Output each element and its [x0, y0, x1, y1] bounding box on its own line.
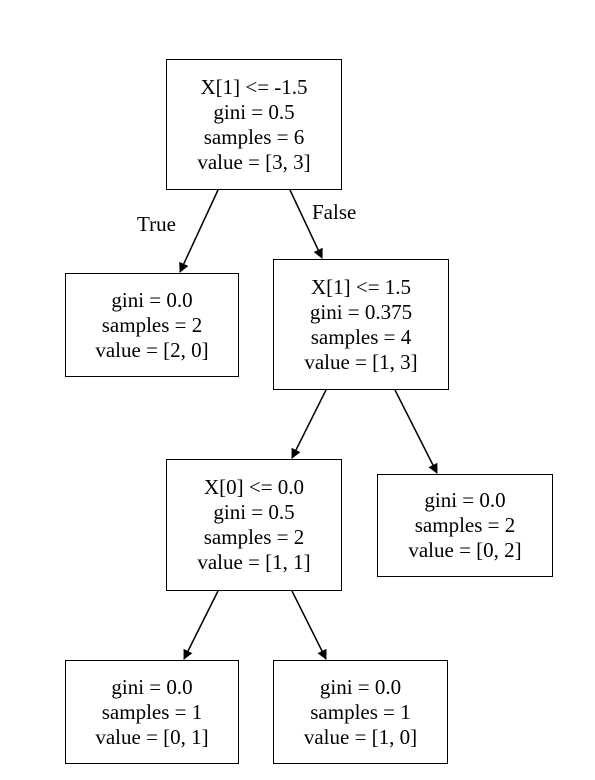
edge-right-split-to-mid-split: [291, 389, 327, 459]
node-value: value = [0, 1]: [95, 724, 209, 749]
node-condition: X[1] <= 1.5: [310, 274, 412, 299]
node-samples: samples = 1: [101, 699, 203, 724]
node-value: value = [3, 3]: [197, 149, 311, 174]
edge-mid-split-to-bottom-right-leaf: [291, 590, 327, 660]
node-value: value = [1, 3]: [304, 349, 418, 374]
node-samples: samples = 2: [414, 513, 516, 537]
node-value: value = [2, 0]: [95, 337, 209, 362]
tree-node-root: X[1] <= -1.5 gini = 0.5 samples = 6 valu…: [166, 59, 342, 190]
tree-node-left-leaf: gini = 0.0 samples = 2 value = [2, 0]: [65, 273, 239, 377]
tree-node-right-leaf: gini = 0.0 samples = 2 value = [0, 2]: [377, 474, 553, 577]
tree-node-mid-split: X[0] <= 0.0 gini = 0.5 samples = 2 value…: [166, 459, 342, 591]
tree-node-right-split: X[1] <= 1.5 gini = 0.375 samples = 4 val…: [273, 259, 449, 390]
edge-label-false: False: [312, 200, 357, 224]
node-gini: gini = 0.0: [319, 674, 402, 699]
node-samples: samples = 2: [101, 312, 203, 337]
node-gini: gini = 0.5: [213, 500, 295, 524]
node-condition: X[0] <= 0.0: [203, 475, 305, 499]
node-gini: gini = 0.0: [424, 488, 506, 512]
tree-node-bottom-right-leaf: gini = 0.0 samples = 1 value = [1, 0]: [273, 660, 448, 764]
node-gini: gini = 0.375: [309, 299, 413, 324]
edge-mid-split-to-bottom-left-leaf: [183, 590, 219, 660]
node-value: value = [1, 0]: [303, 724, 418, 749]
edge-root-to-left-leaf: [179, 189, 219, 273]
node-gini: gini = 0.0: [111, 674, 193, 699]
node-condition: X[1] <= -1.5: [200, 74, 308, 99]
node-gini: gini = 0.0: [111, 287, 193, 312]
edge-label-true: True: [137, 212, 176, 236]
node-samples: samples = 1: [310, 699, 411, 724]
node-value: value = [0, 2]: [408, 538, 522, 562]
tree-node-bottom-left-leaf: gini = 0.0 samples = 1 value = [0, 1]: [65, 660, 239, 764]
node-gini: gini = 0.5: [213, 99, 295, 124]
node-samples: samples = 2: [203, 525, 305, 549]
node-samples: samples = 4: [310, 324, 412, 349]
edge-right-split-to-right-leaf: [394, 389, 438, 474]
node-samples: samples = 6: [203, 124, 305, 149]
node-value: value = [1, 1]: [197, 550, 311, 574]
edge-root-to-right-split: [289, 189, 323, 259]
